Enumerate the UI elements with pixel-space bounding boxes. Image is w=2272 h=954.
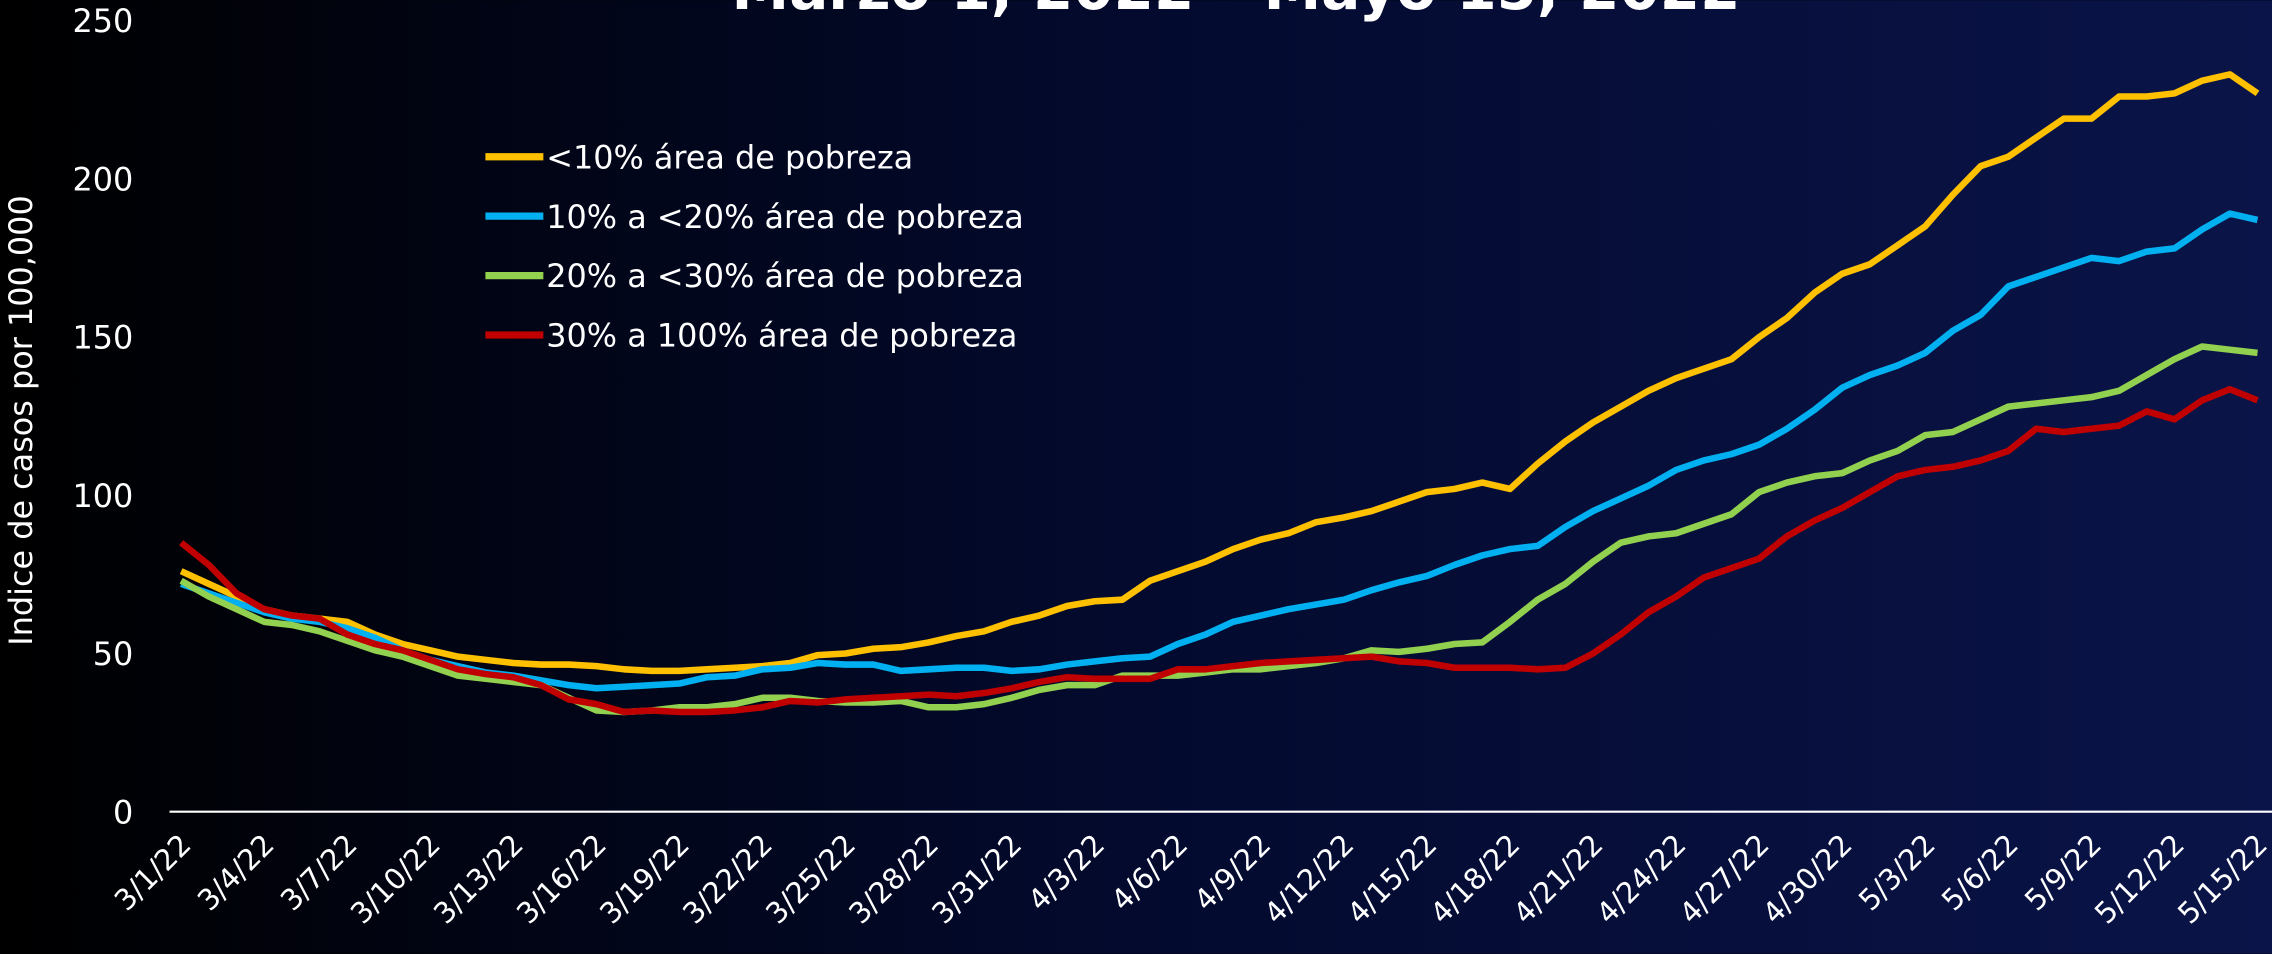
legend-label: 10% a <20% área de pobreza — [546, 198, 1024, 236]
series-line — [179, 385, 2259, 716]
legend-label: <10% área de pobreza — [546, 138, 913, 176]
chart-title: Marzo 1, 2022 – Mayo 15, 2022 — [732, 0, 1741, 23]
legend-label: 20% a <30% área de pobreza — [546, 257, 1024, 295]
y-axis-label: Indice de casos por 100,000 — [2, 195, 40, 645]
y-tick-label: 200 — [72, 160, 133, 198]
y-tick-label: 250 — [72, 2, 133, 40]
y-tick-label: 150 — [72, 319, 133, 357]
y-tick-label: 100 — [72, 477, 133, 515]
series-line — [179, 71, 2260, 675]
y-tick-label: 0 — [113, 793, 133, 831]
y-tick-label: 50 — [93, 635, 134, 673]
legend-label: 30% a 100% área de pobreza — [546, 317, 1017, 355]
